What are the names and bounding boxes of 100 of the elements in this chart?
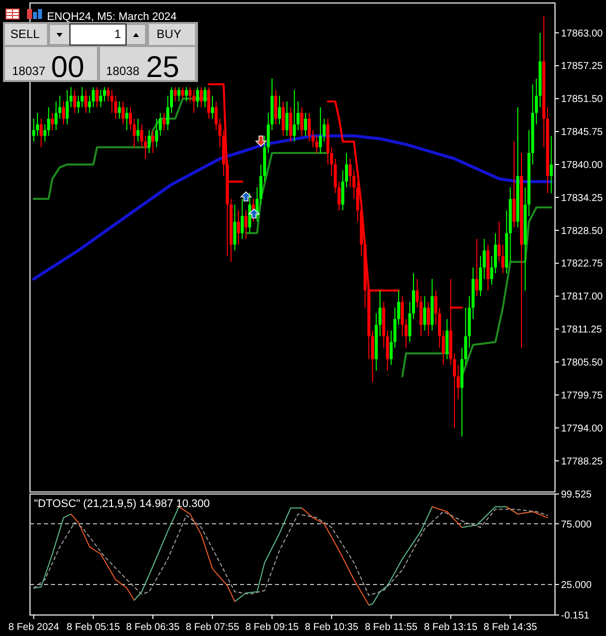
x-tick-label: 8 Feb 13:15: [424, 622, 478, 633]
candlestick: [73, 90, 76, 114]
candlestick: [490, 256, 494, 286]
y-tick-label: 17822.75: [561, 258, 604, 270]
candlestick: [282, 100, 285, 136]
candlestick: [155, 118, 158, 148]
candlestick: [118, 100, 121, 120]
candlestick: [278, 95, 281, 125]
y-tick-label: 17834.25: [561, 192, 604, 204]
candlestick: [181, 86, 184, 100]
candlestick: [40, 118, 43, 148]
candlestick: [482, 238, 486, 280]
candlestick: [184, 86, 188, 102]
y-tick-label: -0.151: [561, 610, 590, 622]
candlestick: [214, 100, 218, 131]
annotation: 18037: [12, 64, 46, 78]
text: ENQH24, M5: March 2024: [47, 11, 177, 23]
candlestick: [188, 86, 192, 102]
candlestick: [196, 86, 200, 108]
y-tick-label: 25.000: [561, 580, 592, 591]
y-tick-label: 17857.25: [561, 61, 604, 72]
candlestick: [292, 90, 296, 142]
annotation: SELL: [10, 27, 40, 41]
candlestick: [62, 100, 66, 125]
candlestick: [151, 130, 154, 154]
y-tick-label: 75.000: [561, 519, 592, 530]
candlestick: [69, 86, 72, 108]
candlestick: [494, 232, 497, 274]
candlestick: [36, 112, 39, 136]
y-tick-label: 17863.00: [561, 28, 604, 40]
candlestick: [237, 210, 240, 246]
candlestick: [50, 112, 54, 131]
candlestick: [144, 135, 147, 160]
candlestick: [244, 210, 248, 240]
candlestick: [106, 86, 110, 102]
candlestick: [248, 192, 252, 234]
y-tick-label: 17845.75: [561, 127, 604, 138]
candlestick: [423, 296, 426, 332]
candlestick: [96, 86, 99, 108]
candlestick: [501, 244, 504, 274]
candlestick: [475, 238, 478, 297]
candlestick: [442, 330, 445, 366]
candlestick: [54, 100, 58, 131]
candlestick: [192, 90, 196, 114]
y-tick-label: 17840.00: [561, 160, 604, 171]
chart-title: "DTOSC" (21,21,9,5) 14.987 10.300: [34, 498, 210, 510]
candlestick: [32, 118, 36, 142]
candlestick: [233, 204, 236, 251]
candlestick: [550, 135, 553, 194]
candlestick: [88, 95, 92, 114]
candlestick: [426, 301, 430, 337]
y-tick-label: 17788.25: [561, 456, 604, 468]
x-tick-label: 8 Feb 11:55: [364, 622, 418, 633]
candlestick: [300, 106, 304, 136]
annotation: 1: [114, 27, 122, 41]
candlestick: [177, 86, 180, 102]
annotation: BUY: [156, 27, 182, 41]
candlestick: [386, 330, 389, 372]
candlestick: [304, 112, 308, 136]
candlestick: [512, 141, 516, 228]
annotation: 00: [51, 51, 84, 84]
annotation: 18038: [106, 64, 140, 78]
candlestick: [446, 318, 449, 360]
candlestick: [200, 86, 203, 108]
candlestick: [452, 352, 456, 428]
candlestick: [498, 221, 501, 262]
candlestick: [136, 118, 140, 142]
candlestick: [92, 86, 95, 108]
y-tick-label: 17811.25: [561, 324, 602, 336]
y-tick-label: 99.525: [561, 490, 592, 500]
x-tick-label: 8 Feb 07:55: [186, 622, 240, 633]
x-tick-label: 8 Feb 06:35: [126, 622, 180, 633]
candlestick: [84, 90, 88, 114]
candlestick: [174, 86, 177, 102]
candlestick: [318, 106, 322, 154]
candlestick: [419, 296, 422, 337]
candlestick: [102, 86, 106, 102]
candlestick: [99, 90, 102, 108]
y-tick-label: 17817.00: [561, 292, 604, 303]
candlestick: [162, 112, 166, 131]
y-tick-label: 17851.50: [561, 94, 604, 106]
y-tick-label: 17805.50: [561, 358, 604, 369]
candlestick: [348, 158, 352, 188]
candlestick: [132, 118, 136, 148]
candlestick: [129, 106, 132, 131]
y-tick-label: 17794.00: [561, 423, 604, 434]
candlestick: [204, 86, 206, 108]
candlestick: [289, 106, 292, 142]
y-tick-label: 17828.50: [561, 226, 604, 237]
candlestick: [390, 330, 393, 366]
candlestick: [285, 100, 288, 136]
candlestick: [416, 278, 419, 308]
candlestick: [240, 198, 244, 240]
line-series: [32, 134, 553, 280]
x-tick-label: 8 Feb 05:15: [66, 622, 120, 633]
candlestick: [210, 95, 214, 120]
candlestick: [479, 256, 482, 297]
y-tick-label: 17799.75: [561, 390, 604, 402]
annotation: 25: [146, 51, 180, 84]
x-tick-label: 8 Feb 10:35: [304, 622, 359, 633]
